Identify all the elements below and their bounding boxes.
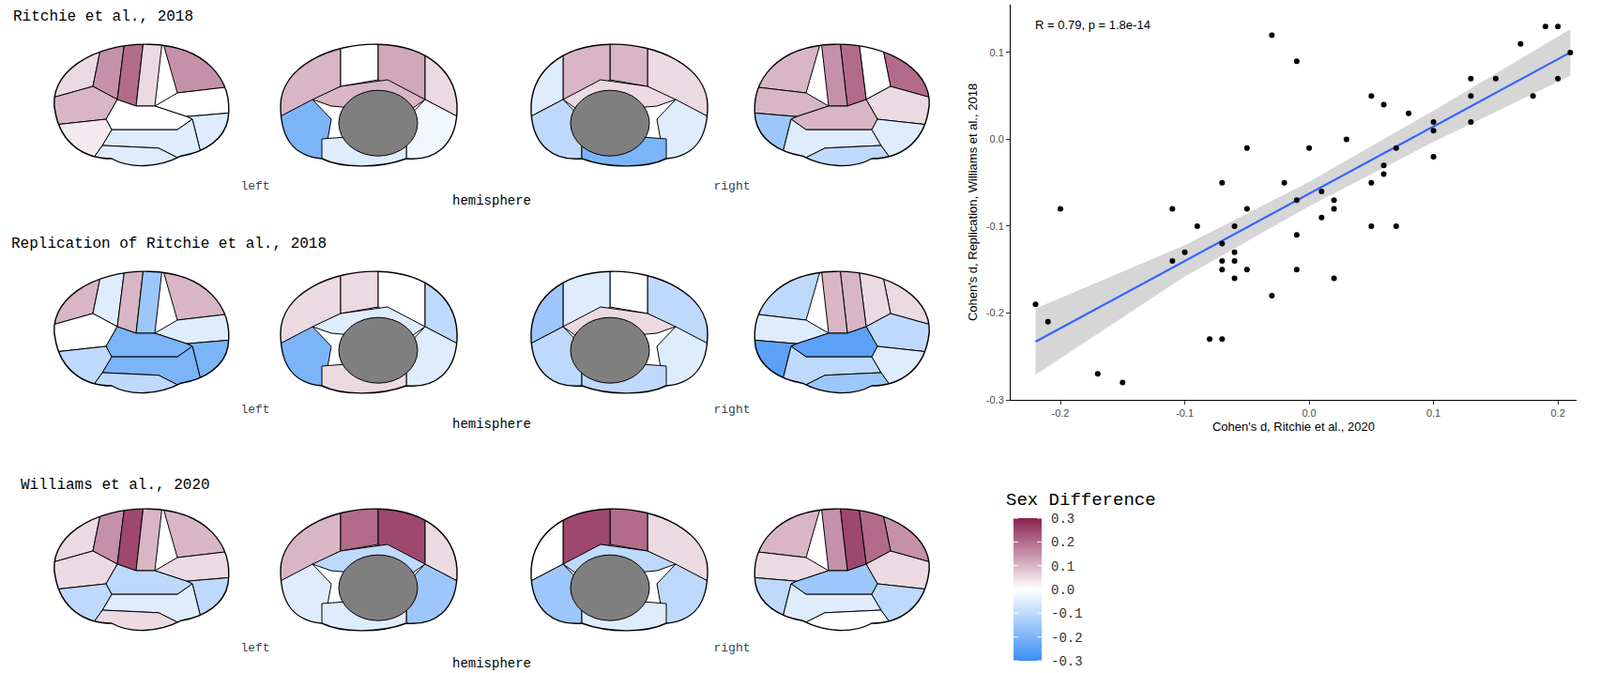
svg-text:0.1: 0.1 [1426, 407, 1441, 419]
svg-text:0.2: 0.2 [1051, 534, 1075, 550]
svg-text:-0.3: -0.3 [986, 394, 1005, 406]
svg-text:left: left [240, 640, 270, 656]
svg-text:-0.2: -0.2 [1051, 407, 1070, 419]
svg-text:0.1: 0.1 [1051, 559, 1075, 575]
svg-text:Ritchie et al., 2018: Ritchie et al., 2018 [13, 8, 194, 26]
svg-text:0.0: 0.0 [1301, 407, 1316, 419]
svg-text:0.0: 0.0 [990, 133, 1005, 145]
svg-text:hemisphere: hemisphere [452, 655, 532, 671]
svg-text:right: right [713, 402, 750, 417]
svg-text:hemisphere: hemisphere [452, 416, 532, 432]
svg-text:0.2: 0.2 [1550, 407, 1565, 419]
svg-text:-0.2: -0.2 [1051, 630, 1083, 646]
svg-text:0.3: 0.3 [1051, 511, 1075, 527]
svg-text:left: left [240, 402, 270, 417]
svg-text:Cohen's d, Ritchie et al., 202: Cohen's d, Ritchie et al., 2020 [1212, 419, 1375, 434]
svg-text:-0.3: -0.3 [1051, 654, 1083, 670]
svg-text:Cohen's d, Replication, Willia: Cohen's d, Replication, Williams et al.,… [965, 83, 980, 321]
svg-text:R = 0.79, p = 1.8e-14: R = 0.79, p = 1.8e-14 [1035, 17, 1151, 32]
svg-text:0.0: 0.0 [1051, 582, 1075, 598]
svg-text:-0.1: -0.1 [1175, 407, 1194, 419]
svg-text:right: right [713, 640, 750, 656]
svg-text:hemisphere: hemisphere [452, 193, 532, 209]
svg-text:0.1: 0.1 [990, 46, 1005, 59]
svg-text:Sex Difference: Sex Difference [1005, 489, 1157, 511]
svg-text:-0.1: -0.1 [986, 220, 1005, 232]
svg-text:-0.2: -0.2 [986, 306, 1005, 319]
svg-text:right: right [713, 179, 750, 194]
svg-text:Williams et al., 2020: Williams et al., 2020 [20, 476, 211, 494]
svg-text:-0.1: -0.1 [1051, 606, 1083, 622]
svg-text:left: left [240, 179, 270, 194]
svg-text:Replication of Ritchie et al.,: Replication of Ritchie et al., 2018 [11, 235, 327, 253]
